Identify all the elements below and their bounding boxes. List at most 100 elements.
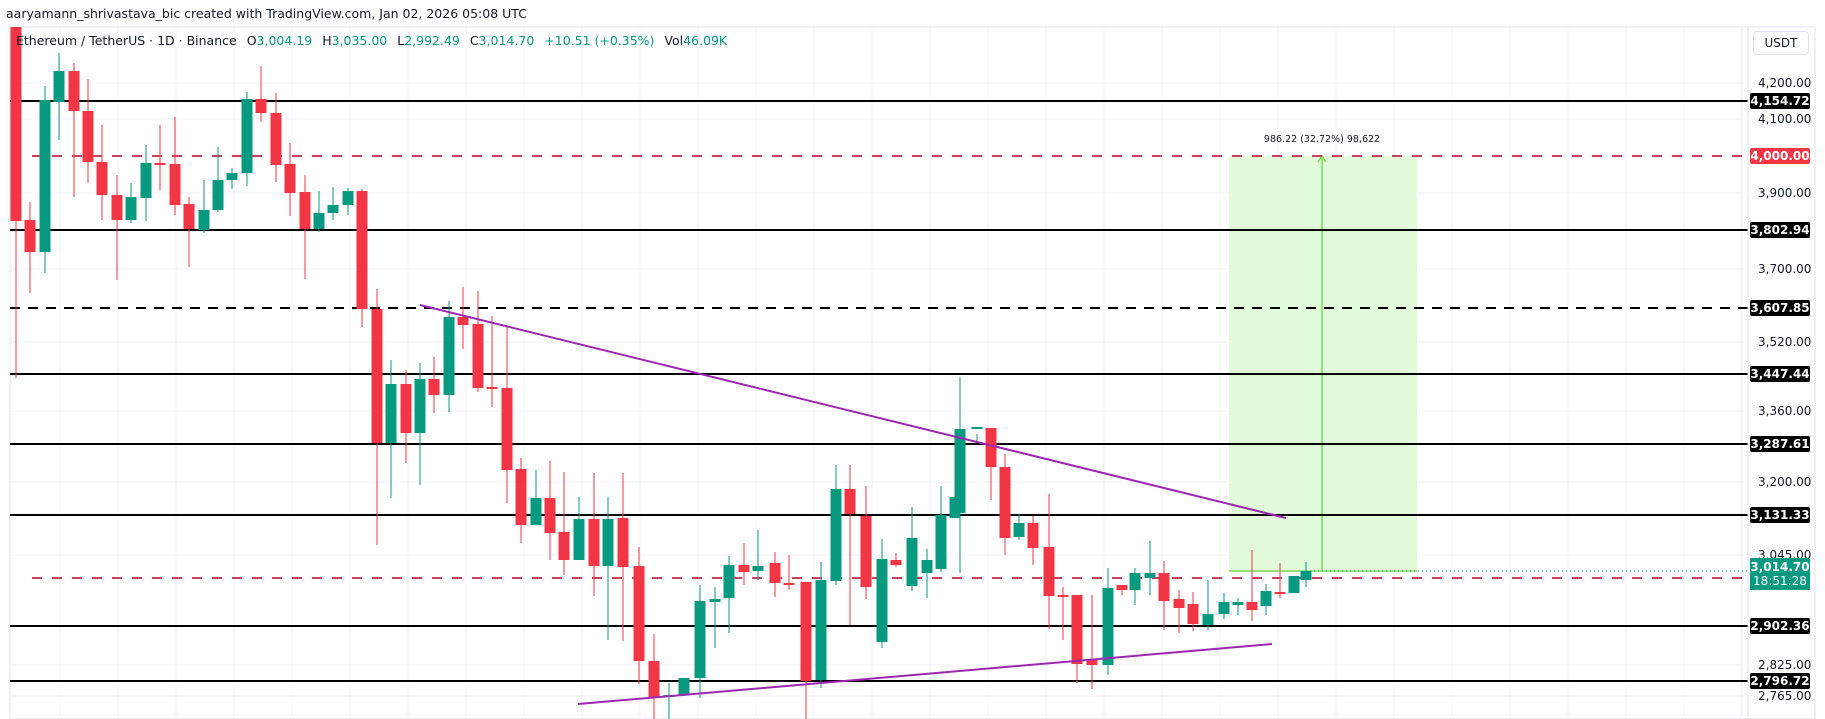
candle-body	[515, 469, 527, 525]
candle-body	[96, 162, 108, 195]
candle-body	[1043, 547, 1055, 596]
candle-body	[1246, 602, 1258, 610]
price-tick-label: 3,700.00	[1758, 262, 1812, 276]
candle-body	[769, 563, 781, 583]
candle-body	[299, 192, 311, 229]
candle-body	[443, 317, 455, 395]
candle-body	[270, 113, 282, 165]
open-value: 3,004.19	[256, 33, 313, 48]
candle-body	[428, 379, 440, 395]
candle-body	[198, 210, 210, 230]
level-price-label: 3,287.61	[1750, 436, 1810, 452]
candle-body	[400, 384, 412, 433]
candle-body	[342, 191, 354, 205]
symbol-title[interactable]: Ethereum / TetherUS · 1D · Binance	[16, 33, 237, 48]
candle-body	[111, 195, 123, 220]
candle-body	[414, 379, 426, 433]
price-tick-label: 4,100.00	[1758, 112, 1812, 126]
candle-body	[573, 519, 585, 560]
level-price-label: 4,154.72	[1750, 93, 1810, 109]
candle-body	[1158, 573, 1170, 601]
volume-value: 46.09K	[683, 33, 728, 48]
candle-body	[815, 580, 827, 680]
chart-credit: aaryamann_shrivastava_bic created with T…	[6, 6, 527, 21]
candle-body	[1173, 599, 1185, 608]
candle-body	[140, 163, 152, 198]
candle-body	[860, 516, 872, 587]
price-tick-label: 4,200.00	[1758, 76, 1812, 90]
open-label: O	[246, 33, 257, 48]
candle-body	[1057, 595, 1069, 597]
candle-body	[602, 519, 614, 566]
price-tick-label: 3,520.00	[1758, 335, 1812, 349]
measurement-label: 986.22 (32.72%) 98,622	[1263, 134, 1381, 145]
candle-body	[800, 582, 812, 681]
volume-label: Vol	[664, 33, 684, 48]
candle-body	[1086, 660, 1098, 665]
candle-body	[68, 71, 80, 111]
candle-body	[906, 538, 918, 586]
candle-body	[1288, 576, 1300, 593]
candle-body	[53, 71, 65, 102]
candle-body	[723, 565, 735, 598]
candle-body	[544, 498, 556, 533]
candle-body	[633, 566, 645, 661]
level-price-label: 3,607.85	[1750, 300, 1810, 316]
candle-body	[1232, 602, 1244, 605]
candle-body	[1027, 523, 1039, 548]
price-tick-label: 2,825.00	[1758, 658, 1812, 672]
measurement-box	[1229, 156, 1417, 571]
candle-body	[1116, 585, 1128, 590]
current-price-value: 3,014.70	[1750, 560, 1810, 574]
price-tick-label: 3,360.00	[1758, 404, 1812, 418]
candle-body	[558, 532, 570, 560]
candle-body	[694, 601, 706, 678]
candle-body	[588, 519, 600, 566]
candle-body	[752, 566, 764, 571]
candle-body	[617, 518, 629, 567]
high-label: H	[322, 33, 332, 48]
candle-body	[954, 429, 966, 513]
price-tick-label: 3,900.00	[1758, 186, 1812, 200]
candle-body	[783, 583, 795, 585]
candle-body	[1300, 571, 1312, 580]
candle-body	[876, 559, 888, 642]
bar-countdown: 18:51:28	[1753, 574, 1807, 588]
candle-body	[486, 387, 498, 389]
candle-body	[1218, 602, 1230, 614]
candle-body	[169, 164, 181, 205]
candle-body	[1013, 523, 1025, 537]
candle-body	[678, 678, 690, 695]
candle-body	[890, 560, 902, 565]
candle-body	[1187, 604, 1199, 624]
candle-body	[1202, 614, 1214, 625]
candle-body	[1129, 573, 1141, 590]
close-label: C	[469, 33, 479, 48]
candle-body	[1102, 588, 1114, 665]
candle-body	[530, 498, 542, 525]
candle-body	[1071, 595, 1083, 664]
level-price-label: 3,131.33	[1750, 507, 1810, 523]
candle-body	[125, 197, 137, 220]
low-value: 2,992.49	[404, 33, 460, 48]
candle-body	[985, 428, 997, 467]
candle-body	[1274, 592, 1286, 594]
level-price-label: 3,802.94	[1750, 222, 1810, 238]
candle-body	[39, 100, 51, 252]
candle-body	[738, 565, 750, 572]
candle-body	[183, 204, 195, 229]
currency-unit-button[interactable]: USDT	[1753, 31, 1809, 55]
candle-body	[999, 467, 1011, 538]
candle-body	[1144, 573, 1156, 578]
candle-body	[971, 427, 983, 429]
candle-body	[472, 324, 484, 388]
trendline-ascending-support	[577, 643, 1273, 705]
high-value: 3,035.00	[331, 33, 388, 48]
level-price-label: 2,796.72	[1750, 673, 1810, 689]
low-label: L	[397, 33, 405, 48]
candle-body	[830, 489, 842, 581]
candle-body	[935, 515, 947, 569]
change-value: +10.51 (+0.35%)	[544, 33, 655, 48]
candle-body	[371, 309, 383, 443]
